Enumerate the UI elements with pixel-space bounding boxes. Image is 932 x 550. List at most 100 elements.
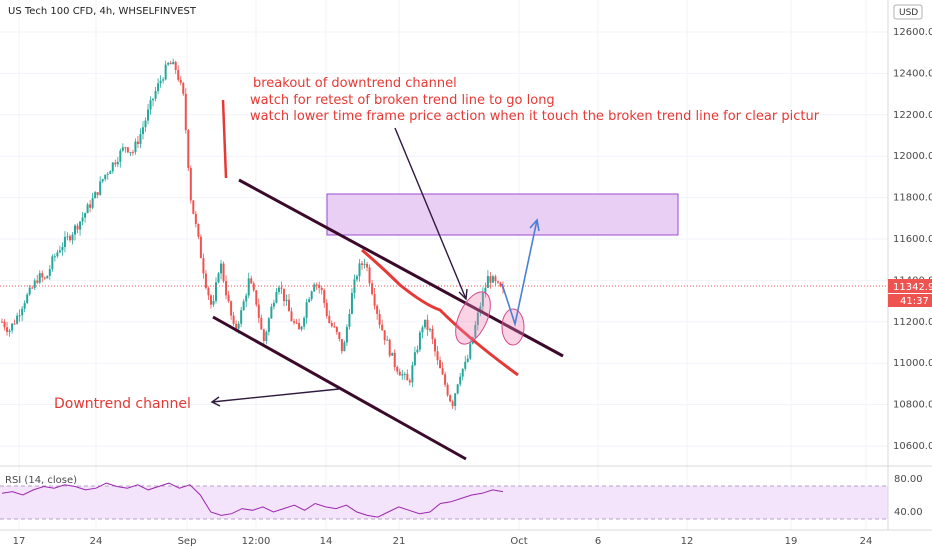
candle-body xyxy=(439,360,442,369)
candle-body xyxy=(247,278,250,296)
candle-body xyxy=(86,204,89,214)
candle-body xyxy=(48,269,51,276)
candle-body xyxy=(179,79,182,83)
candle-body xyxy=(305,302,308,318)
price-tick-label: 12600.0 xyxy=(893,27,932,38)
candle-body xyxy=(101,179,104,182)
candle-body xyxy=(214,282,217,301)
candle-body xyxy=(6,327,9,332)
candle-body xyxy=(303,317,306,327)
candle-body xyxy=(139,134,142,145)
candle-body xyxy=(36,280,39,283)
candle-body xyxy=(267,318,270,332)
price-tick-label: 11800.0 xyxy=(893,193,932,204)
downtrend-arrow-head xyxy=(210,396,221,407)
candle-body xyxy=(338,332,341,340)
candle-body xyxy=(401,374,404,376)
candle-body xyxy=(71,234,74,241)
time-tick-label: 24 xyxy=(90,536,103,547)
downtrend-arrow-line xyxy=(211,388,340,403)
candle-body xyxy=(277,287,280,292)
candle-body xyxy=(18,315,21,317)
candle-body xyxy=(423,319,426,328)
candle-body xyxy=(162,79,165,81)
candle-body xyxy=(300,326,303,330)
candle-body xyxy=(240,310,243,324)
price-tick-label: 12200.0 xyxy=(893,110,932,121)
price-badge xyxy=(888,279,932,293)
time-tick-label: 17 xyxy=(13,536,26,547)
candle-body xyxy=(265,331,268,342)
candle-body xyxy=(16,315,19,324)
candle-body xyxy=(325,302,328,316)
time-tick-label: Oct xyxy=(510,536,527,547)
candle-body xyxy=(494,276,497,282)
candle-body xyxy=(116,161,119,165)
candle-body xyxy=(38,273,41,283)
resistance-zone xyxy=(326,193,679,236)
candle-body xyxy=(451,401,454,407)
candle-body xyxy=(406,373,409,381)
candle-body xyxy=(396,366,399,372)
candles xyxy=(1,58,504,411)
candle-body xyxy=(434,339,437,352)
candle-body xyxy=(89,204,92,208)
price-tick-label: 11000.0 xyxy=(893,358,932,369)
candle-body xyxy=(474,324,477,338)
candle-body xyxy=(202,258,205,274)
candle-body xyxy=(260,317,263,330)
candle-body xyxy=(56,252,59,257)
candle-body xyxy=(167,62,170,65)
candle-body xyxy=(446,384,449,396)
candle-body xyxy=(134,141,137,153)
candle-body xyxy=(335,326,338,333)
candle-body xyxy=(378,313,381,325)
price-tick-label: 11200.0 xyxy=(893,317,932,328)
currency-badge[interactable] xyxy=(893,4,923,20)
rsi-lower-value: 40.00 xyxy=(894,507,923,518)
time-axis[interactable]: 17 24 Sep 12:00 14 21 Oct 6 12 19 24 xyxy=(13,536,873,547)
candle-body xyxy=(61,246,64,251)
candle-body xyxy=(104,174,107,180)
price-tick-label: 10800.0 xyxy=(893,400,932,411)
candle-body xyxy=(222,263,225,282)
breakdown-line xyxy=(221,99,228,179)
pointer-arrow-line xyxy=(394,127,467,300)
candle-body xyxy=(436,351,439,361)
candle-body xyxy=(441,368,444,375)
candle-body xyxy=(323,290,326,303)
candle-body xyxy=(275,291,278,303)
candle-body xyxy=(172,61,175,65)
candle-body xyxy=(129,152,132,154)
candle-body xyxy=(313,284,316,292)
candle-body xyxy=(194,213,197,225)
candle-body xyxy=(96,192,99,195)
candle-body xyxy=(413,352,416,366)
candle-body xyxy=(262,329,265,342)
candle-body xyxy=(204,273,207,288)
price-axis[interactable]: 12600.0 12400.0 12200.0 12000.0 11800.0 11600… xyxy=(893,27,932,452)
candle-body xyxy=(237,323,240,329)
candle-body xyxy=(189,167,192,201)
candle-body xyxy=(199,236,202,259)
candle-body xyxy=(272,302,275,307)
candle-body xyxy=(486,276,489,288)
candle-body xyxy=(320,287,323,291)
candle-body xyxy=(154,91,157,99)
candle-body xyxy=(58,250,61,253)
candle-body xyxy=(43,277,46,279)
candle-body xyxy=(373,294,376,306)
candle-body xyxy=(119,150,122,162)
candle-body xyxy=(207,287,210,296)
candle-body xyxy=(340,339,343,352)
annotation-downtrend: Downtrend channel xyxy=(54,396,191,412)
candle-body xyxy=(3,321,6,328)
candle-body xyxy=(491,276,494,283)
candle-body xyxy=(41,273,44,278)
candle-body xyxy=(280,287,283,289)
candle-body xyxy=(461,368,464,377)
candle-body xyxy=(31,287,34,289)
rsi-label: RSI (14, close) xyxy=(5,475,77,486)
candle-body xyxy=(21,308,24,316)
